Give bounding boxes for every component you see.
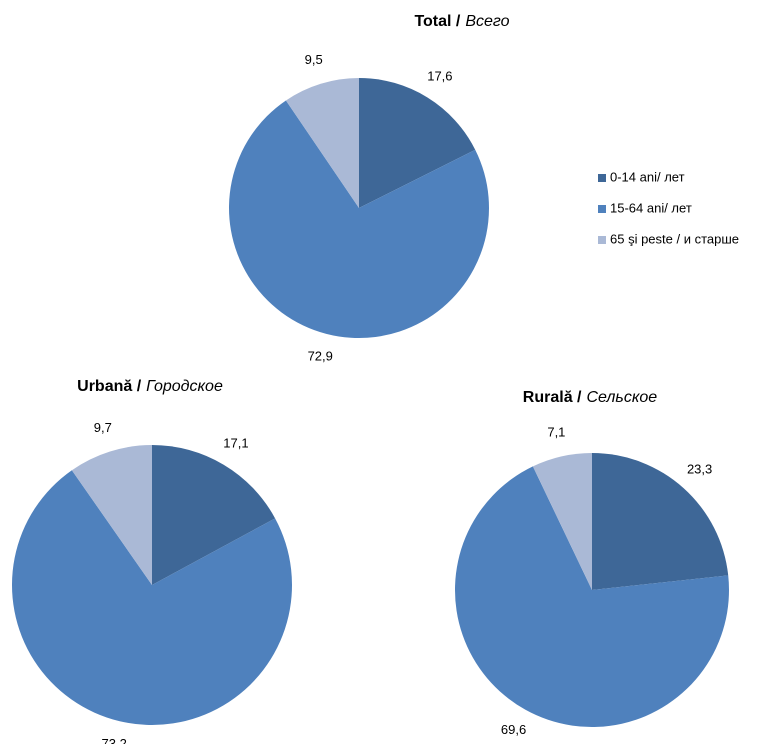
legend-swatch [598, 236, 606, 244]
data-label: 17,6 [427, 68, 452, 83]
pie-slice [592, 453, 729, 590]
chart-title: Urbană / Городское [77, 378, 223, 395]
pie-slice [71, 445, 152, 585]
chart-title: Rurală / Сельское [523, 389, 658, 406]
data-label: 7,1 [547, 424, 565, 439]
data-label: 9,7 [94, 420, 112, 435]
title-sub: Городское [146, 378, 223, 395]
data-label: 73,2 [102, 736, 127, 744]
chart-title: Total / Всего [414, 13, 509, 30]
data-label: 72,9 [308, 348, 333, 363]
pie-slice [11, 470, 292, 725]
data-label: 23,3 [687, 462, 712, 477]
pie-slice [285, 78, 359, 208]
title-main: Rurală / [523, 389, 582, 406]
pie-slice [532, 453, 592, 590]
legend-label: 0-14 ani/ лет [610, 169, 685, 184]
pie-slice [152, 445, 276, 585]
pie-slice [229, 100, 489, 339]
title-sub: Сельское [586, 389, 657, 406]
title-main: Urbană / [77, 378, 142, 395]
pie-slice [454, 466, 730, 727]
legend-label: 15-64 ani/ лет [610, 200, 692, 215]
data-label: 17,1 [223, 436, 248, 451]
title-sub: Всего [465, 13, 509, 30]
legend-label: 65 şi peste / и старше [610, 231, 739, 246]
legend-swatch [598, 205, 606, 213]
title-main: Total / [414, 13, 460, 30]
data-label: 69,6 [501, 722, 526, 737]
pie-slice [359, 78, 476, 208]
data-label: 9,5 [305, 52, 323, 67]
legend-swatch [598, 174, 606, 182]
